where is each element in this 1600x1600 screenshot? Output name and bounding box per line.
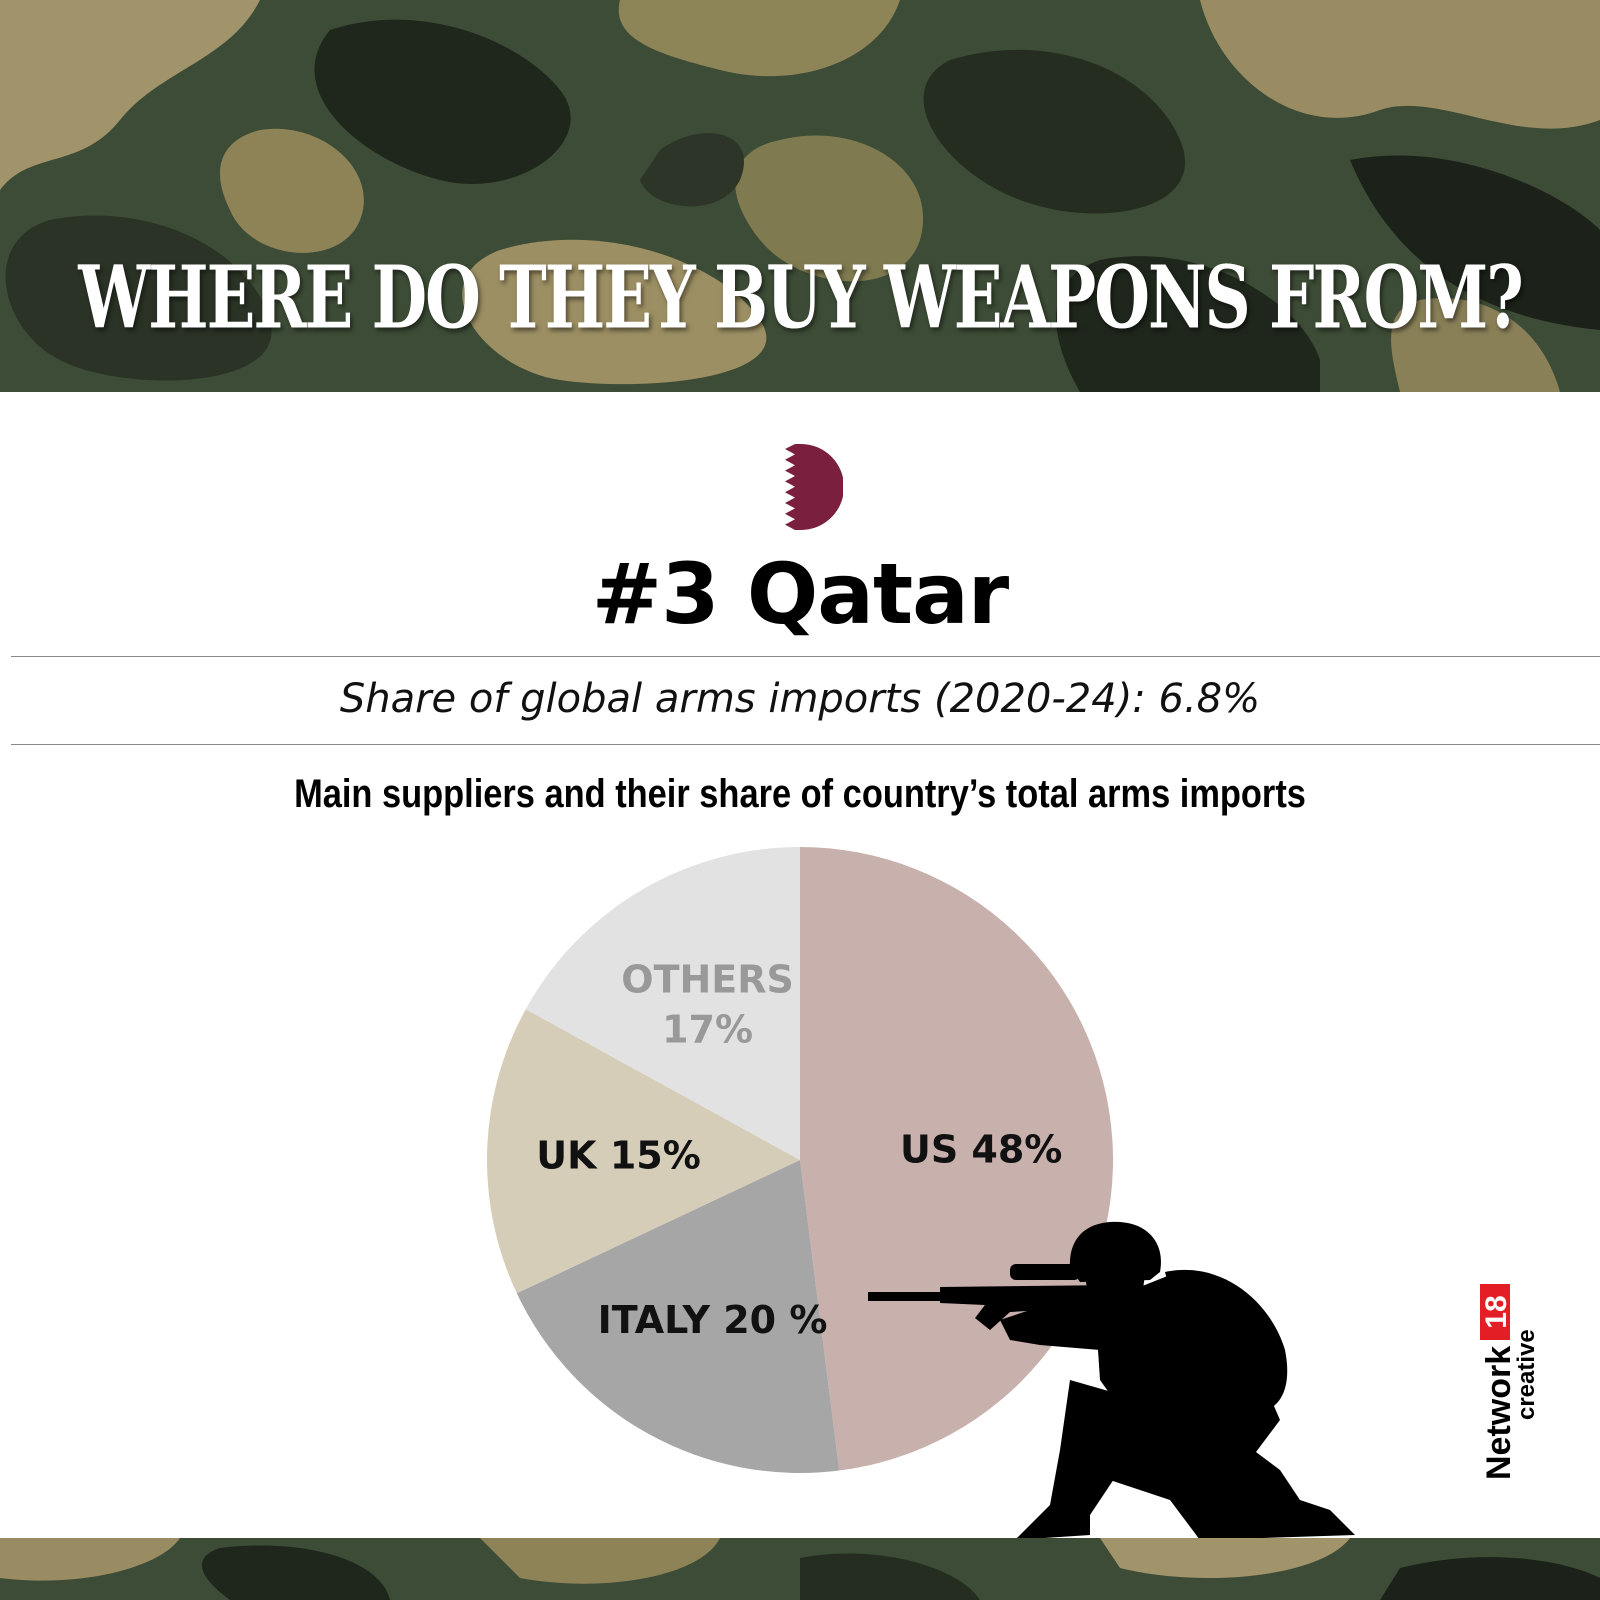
brand-network: Network [1480,1346,1518,1480]
pie-label-us: US 48% [900,1128,1062,1172]
import-share-text: Share of global arms imports (2020-24): … [339,676,1261,722]
pie-label-uk: UK 15% [536,1133,701,1177]
page-title: WHERE DO THEY BUY WEAPONS FROM? [78,248,1524,350]
divider-bottom [11,744,1600,745]
pie-slice-others [525,847,800,1160]
pie-slice-uk [487,1009,800,1294]
qatar-flag-icon [785,444,843,530]
country-rank-title: #3 Qatar [591,545,1009,643]
network18-creative-logo: Network 18 creative [1480,1284,1540,1480]
camo-footer-background [0,1538,1600,1600]
pie-label-italy: ITALY 20 % [598,1298,828,1342]
camo-header-background [0,0,1600,392]
pie-label-others-1: OTHERS [621,958,794,1002]
pie-slice-italy [516,1160,840,1473]
pie-label-others-2: 17% [662,1008,753,1052]
chart-subtitle: Main suppliers and their share of countr… [294,772,1306,816]
brand-number: 18 [1480,1295,1513,1328]
divider-top [11,656,1600,657]
brand-creative: creative [1513,1329,1540,1420]
brand-number-box [1480,1284,1510,1340]
